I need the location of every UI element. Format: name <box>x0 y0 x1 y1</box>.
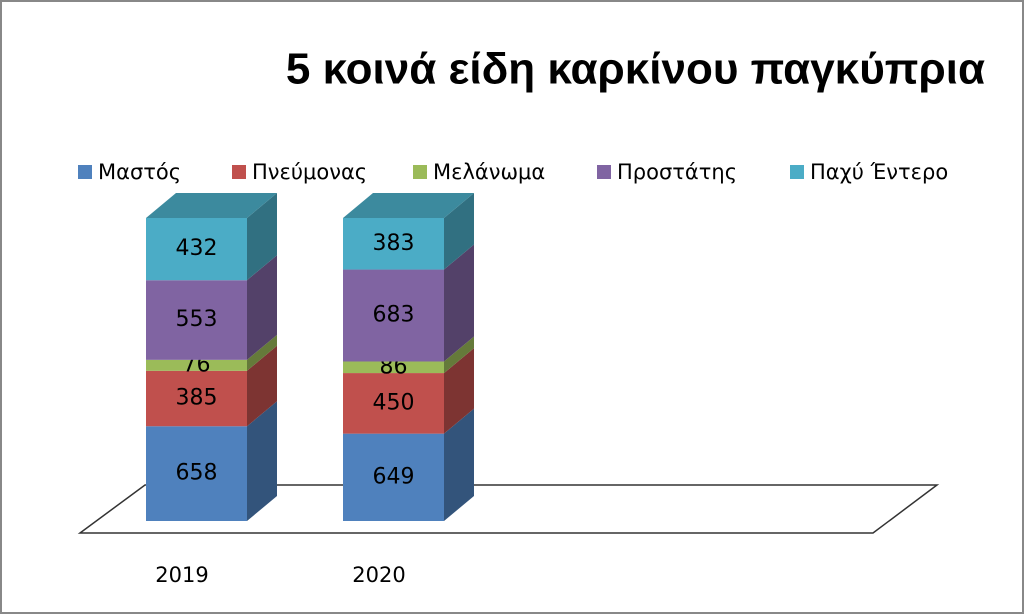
legend-swatch <box>790 165 804 179</box>
bar-top <box>146 193 277 218</box>
legend-label: Πνεύμονας <box>252 160 367 184</box>
data-label: 385 <box>176 386 218 411</box>
x-tick-label: 2019 <box>155 563 208 587</box>
bar-side <box>247 401 277 521</box>
bar-side <box>247 193 277 281</box>
bar-side <box>444 408 474 521</box>
legend-label: Προστάτης <box>617 160 737 184</box>
bar-segment <box>343 433 444 521</box>
legend-label: Παχύ Έντερο <box>810 160 948 184</box>
bar-side <box>247 255 277 360</box>
bar-side <box>247 334 277 371</box>
bar-side <box>444 193 474 270</box>
bar-segment <box>146 370 247 427</box>
floor <box>77 484 940 534</box>
legend-swatch <box>597 165 611 179</box>
bar-top <box>343 193 474 218</box>
legend-label: Μαστός <box>98 160 181 184</box>
bar-segment <box>343 361 444 374</box>
legend-swatch <box>232 165 246 179</box>
data-label: 649 <box>373 464 415 489</box>
bar-segment <box>146 218 247 281</box>
data-label: 383 <box>373 231 415 256</box>
bar-segment <box>146 280 247 360</box>
x-tick-label: 2020 <box>352 563 405 587</box>
legend-swatch <box>413 165 427 179</box>
bar-segment <box>146 426 247 521</box>
chart-title: 5 κοινά είδη καρκίνου παγκύπρια <box>286 45 985 94</box>
bar-side <box>444 336 474 374</box>
data-label: 658 <box>176 461 218 486</box>
data-label: 450 <box>373 390 415 415</box>
legend-swatch <box>78 165 92 179</box>
bar-side <box>247 345 277 427</box>
bar-segment <box>343 373 444 434</box>
bar-side <box>444 244 474 362</box>
data-label: 432 <box>176 236 218 261</box>
legend-label: Μελάνωμα <box>433 160 545 184</box>
bar-side <box>444 348 474 434</box>
data-label: 683 <box>373 303 415 328</box>
bar-segment <box>343 269 444 362</box>
bar-segment <box>146 359 247 371</box>
bar-segment <box>343 218 444 270</box>
data-label: 553 <box>176 307 218 332</box>
